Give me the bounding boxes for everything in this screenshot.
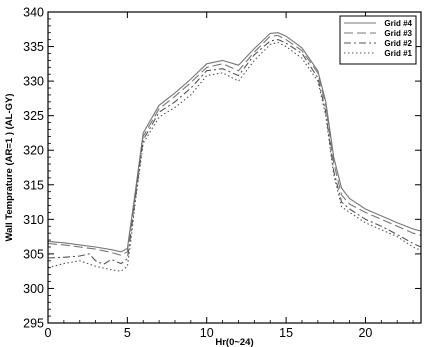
legend-entry: Grid #3 xyxy=(384,29,412,38)
ticks-layer: 0 5 10 15 20 295 300 305 310 315 320 325 330 335 340 xyxy=(23,6,421,340)
legend-entry: Grid #4 xyxy=(384,19,412,28)
y-tick-label: 300 xyxy=(23,282,44,296)
series-line-4 xyxy=(48,41,421,272)
x-tick-label: 5 xyxy=(124,326,131,340)
y-tick-label: 305 xyxy=(23,247,44,261)
x-tick-label: 20 xyxy=(358,326,372,340)
series-line-3 xyxy=(48,39,421,265)
series-line-2 xyxy=(48,34,421,256)
y-tick-label: 320 xyxy=(23,144,44,158)
x-axis-title: Hr(0~24) xyxy=(215,337,253,347)
plot-frame xyxy=(47,11,422,324)
legend-entry: Grid #1 xyxy=(384,49,412,58)
y-tick-label: 315 xyxy=(23,178,44,192)
y-tick-label: 335 xyxy=(23,40,44,54)
legend-entry: Grid #2 xyxy=(384,39,412,48)
series-line-1 xyxy=(48,32,421,253)
legend-box xyxy=(339,15,417,65)
y-axis-title: Wall Temprature (AR=1 ) (AL-GY) xyxy=(4,93,15,241)
x-tick-label: 10 xyxy=(200,326,214,340)
x-tick-label: 15 xyxy=(279,326,293,340)
x-tick-label: 0 xyxy=(45,326,52,340)
y-tick-label: 310 xyxy=(23,213,44,227)
y-tick-label: 295 xyxy=(23,317,44,331)
y-tick-label: 340 xyxy=(23,6,44,20)
y-tick-label: 325 xyxy=(23,109,44,123)
series-layer xyxy=(48,32,421,272)
y-tick-label: 330 xyxy=(23,75,44,89)
